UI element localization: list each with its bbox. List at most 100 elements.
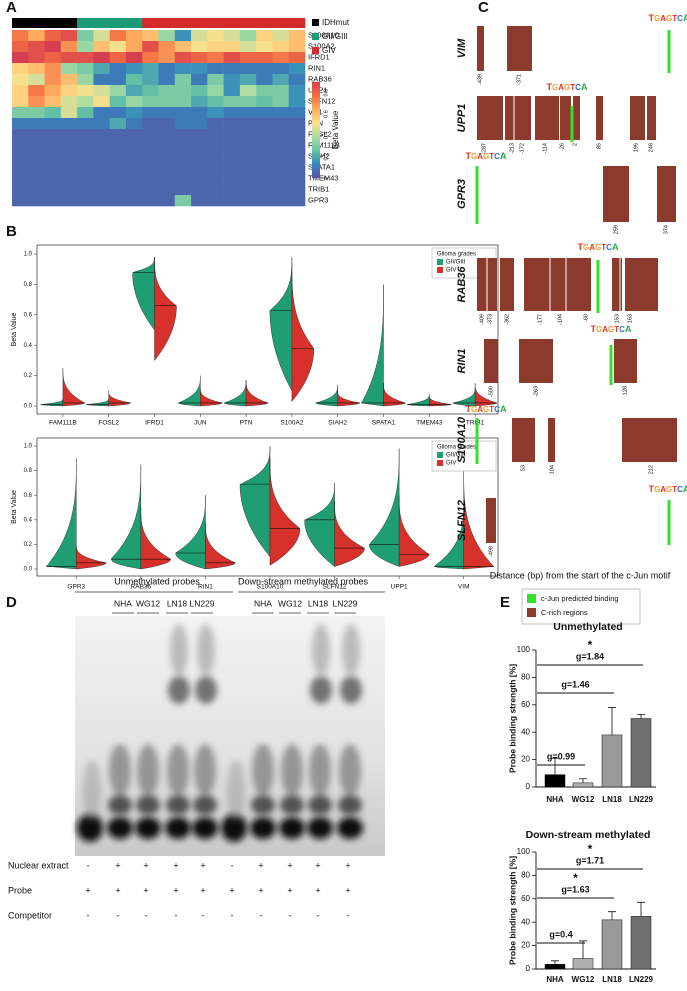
error-bar bbox=[579, 778, 587, 783]
heatmap-cell bbox=[109, 140, 127, 152]
violin-half bbox=[269, 458, 301, 566]
heatmap-cell bbox=[28, 140, 45, 152]
free-probe-band bbox=[337, 817, 363, 839]
error-bar bbox=[551, 757, 559, 775]
bar bbox=[544, 774, 566, 788]
x-tick-label: LN18 bbox=[602, 795, 622, 804]
heatmap-cell bbox=[60, 184, 78, 196]
heatmap-cell bbox=[174, 107, 192, 119]
heatmap-cell bbox=[28, 85, 45, 97]
y-tick-label: 1.0 bbox=[24, 444, 33, 450]
heatmap-cell bbox=[44, 173, 62, 185]
c-rich-region bbox=[524, 258, 591, 311]
heatmap-cell bbox=[174, 96, 192, 108]
colorbar-tick-label: 0.6 bbox=[323, 110, 329, 118]
complex-band bbox=[137, 744, 159, 796]
panel-label: C bbox=[478, 0, 489, 16]
heatmap-cell bbox=[207, 96, 224, 108]
heatmap-cell bbox=[174, 85, 192, 97]
legend-title: Glioma grades bbox=[437, 445, 476, 451]
x-tick-label: LN229 bbox=[629, 975, 654, 984]
heatmap-cell bbox=[28, 118, 45, 130]
condition-mark: + bbox=[345, 885, 350, 895]
annotation-cell bbox=[28, 18, 45, 28]
legend-label: GII/GIII bbox=[446, 453, 466, 459]
violin-half bbox=[62, 367, 86, 407]
heatmap-cell bbox=[44, 184, 62, 196]
heatmap-cell bbox=[44, 74, 62, 86]
heatmap-cell bbox=[12, 140, 29, 152]
region-position: -263 bbox=[533, 386, 539, 397]
heatmap-cell bbox=[223, 195, 241, 207]
x-tick-label: UPP1 bbox=[391, 584, 408, 591]
x-tick-label: NHA bbox=[546, 975, 564, 984]
heatmap-cell bbox=[174, 41, 192, 53]
annotation-cell bbox=[60, 18, 78, 28]
group-header: Unmethylated probes bbox=[114, 576, 200, 586]
y-tick-label: 0.6 bbox=[24, 312, 33, 318]
heatmap-cell bbox=[125, 140, 143, 152]
violin-half bbox=[175, 495, 206, 570]
c-rich-region bbox=[622, 418, 677, 462]
heatmap-cell bbox=[191, 173, 208, 185]
y-tick-label: 0.2 bbox=[24, 373, 33, 379]
heatmap-cell bbox=[93, 52, 110, 64]
legend-label: c-Jun predicted binding bbox=[541, 594, 619, 603]
heatmap-cell bbox=[44, 195, 62, 207]
heatmap-cell bbox=[93, 107, 110, 119]
annotation-cell bbox=[223, 18, 241, 28]
violin-half bbox=[291, 264, 315, 403]
y-tick-label: 40 bbox=[521, 727, 530, 736]
heatmap-cell bbox=[158, 162, 176, 174]
heatmap-cell bbox=[174, 184, 192, 196]
heatmap-cell bbox=[77, 195, 94, 207]
condition-mark: + bbox=[287, 860, 292, 870]
gene-name: UPP1 bbox=[456, 104, 468, 133]
heatmap-cell bbox=[272, 96, 290, 108]
annotation-cell bbox=[239, 18, 257, 28]
heatmap-cell bbox=[93, 41, 110, 53]
condition-mark: + bbox=[143, 885, 148, 895]
x-tick-label: WG12 bbox=[572, 975, 595, 984]
heatmap-cell bbox=[44, 85, 62, 97]
complex-band bbox=[167, 744, 189, 796]
condition-mark: + bbox=[200, 860, 205, 870]
row-label: IFRD1 bbox=[308, 52, 330, 61]
motif-logo: TGAGTCA bbox=[466, 404, 507, 414]
c-rich-region bbox=[477, 96, 503, 140]
heatmap-cell bbox=[272, 151, 290, 163]
heatmap-cell bbox=[158, 63, 176, 75]
heatmap-cell bbox=[239, 118, 257, 130]
heatmap-cell bbox=[125, 162, 143, 174]
condition-mark: - bbox=[87, 860, 90, 870]
heatmap-cell bbox=[272, 30, 290, 42]
violin-half bbox=[205, 522, 236, 570]
heatmap-cell bbox=[223, 129, 241, 141]
condition-mark: - bbox=[347, 910, 350, 920]
violin-half bbox=[86, 398, 109, 407]
heatmap-cell bbox=[256, 162, 273, 174]
heatmap-cell bbox=[109, 129, 127, 141]
heatmap-cell bbox=[174, 162, 192, 174]
heatmap-cell bbox=[93, 140, 110, 152]
legend-swatch bbox=[437, 460, 443, 466]
x-tick-label: VIM bbox=[458, 584, 470, 591]
legend-swatch bbox=[437, 452, 443, 458]
heatmap-cell bbox=[77, 30, 94, 42]
heatmap-cell bbox=[142, 184, 159, 196]
heatmap-cell bbox=[223, 41, 241, 53]
x-tick-label: FOSL2 bbox=[98, 420, 119, 427]
y-tick-label: 0.4 bbox=[24, 517, 33, 523]
bar bbox=[630, 718, 652, 788]
heatmap-cell bbox=[207, 118, 224, 130]
heatmap-cell bbox=[60, 74, 78, 86]
complex-band bbox=[193, 795, 217, 815]
heatmap-cell bbox=[207, 30, 224, 42]
legend-label: GII/GIII bbox=[322, 32, 348, 41]
motif-logo: TGAGTCA bbox=[591, 324, 632, 334]
heatmap-cell bbox=[288, 52, 306, 64]
heatmap-cell bbox=[125, 151, 143, 163]
heatmap-cell bbox=[125, 184, 143, 196]
y-tick-label: 0 bbox=[526, 782, 531, 791]
